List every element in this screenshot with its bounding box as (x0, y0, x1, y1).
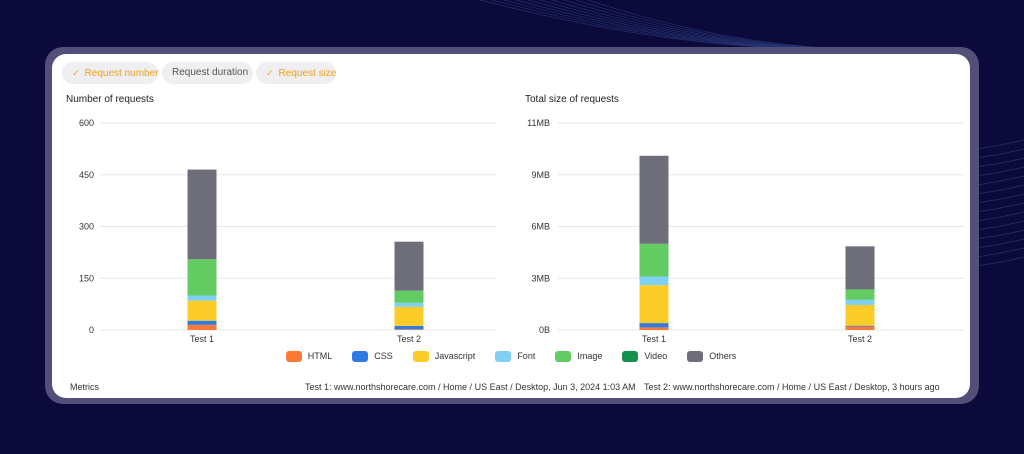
x-tick-label: Test 1 (190, 334, 214, 344)
legend-swatch (495, 351, 512, 363)
bar-segment-javascript (394, 306, 424, 326)
y-tick-label: 150 (79, 273, 94, 283)
footer-test2-info: Test 2: www.northshorecare.com / Home / … (644, 382, 940, 392)
bar-segment-css (187, 320, 217, 325)
legend-swatch (285, 351, 302, 363)
x-tick-label: Test 1 (642, 334, 666, 344)
check-icon: ✓ (72, 68, 80, 78)
legend-swatch (555, 351, 572, 363)
bar-segment-html (187, 324, 217, 330)
bar-segment-others (639, 155, 669, 244)
legend-label: Javascript (434, 351, 476, 361)
y-tick-label: 300 (79, 222, 94, 232)
bar-segment-css (639, 323, 669, 328)
y-tick-label: 11MB (527, 118, 550, 128)
bar-segment-font (394, 302, 424, 307)
x-tick-label: Test 2 (397, 334, 421, 344)
chip-label: Request number (84, 68, 159, 79)
legend-swatch (687, 351, 704, 363)
chart-legend: HTML CSS Javascript Font Image Video Others (52, 351, 970, 363)
y-tick-label: 600 (79, 118, 94, 128)
bar-segment-image (394, 290, 424, 303)
legend-swatch (622, 351, 639, 363)
bar-segment-javascript (187, 300, 217, 321)
chip-request-number[interactable]: ✓ Request number (62, 62, 158, 84)
check-icon: ✓ (266, 68, 274, 78)
bar-segment-image (639, 243, 669, 277)
bar-segment-others (187, 169, 217, 260)
legend-item-image[interactable]: Image (555, 351, 603, 363)
chart-request-size: 0B 3MB 6MB 9MB 11MB Test 1 Test 2 (527, 118, 964, 344)
legend-label: Image (577, 351, 603, 361)
legend-swatch (352, 351, 369, 363)
bar-segment-image (187, 259, 217, 296)
legend-label: CSS (374, 351, 393, 361)
wave-line (539, 0, 791, 48)
bar-segment-html (845, 326, 875, 330)
wave-line (503, 0, 773, 48)
wave-line (527, 0, 785, 48)
wave-line (551, 0, 797, 48)
footer-test1-info: Test 1: www.northshorecare.com / Home / … (305, 382, 636, 392)
legend-label: Font (517, 351, 536, 361)
wave-line (515, 0, 779, 48)
bar-segment-image (845, 289, 875, 300)
bar-segment-html (394, 329, 424, 330)
legend-label: HTML (307, 351, 333, 361)
wave-line (575, 0, 809, 48)
bar-segment-javascript (639, 285, 669, 324)
legend-item-others[interactable]: Others (687, 351, 737, 363)
y-tick-label: 9MB (531, 170, 550, 180)
y-tick-label: 6MB (531, 222, 550, 232)
bar-segment-font (639, 276, 669, 286)
chip-label: Request size (278, 68, 337, 79)
bar-segment-css (845, 325, 875, 327)
bar-segment-font (845, 299, 875, 305)
legend-item-html[interactable]: HTML (285, 351, 333, 363)
legend-item-javascript[interactable]: Javascript (412, 351, 476, 363)
bar-segment-others (845, 246, 875, 290)
legend-label: Others (709, 351, 737, 361)
legend-label: Video (644, 351, 668, 361)
bar-segment-font (187, 295, 217, 301)
chip-label: Request duration (172, 67, 249, 78)
wave-line (491, 0, 767, 48)
bar-segment-html (639, 327, 669, 330)
wave-line (587, 0, 815, 48)
y-tick-label: 450 (79, 170, 94, 180)
y-tick-label: 3MB (531, 273, 550, 283)
footer-metrics-label: Metrics (70, 382, 99, 392)
legend-item-video[interactable]: Video (622, 351, 668, 363)
legend-item-font[interactable]: Font (495, 351, 536, 363)
x-tick-label: Test 2 (848, 334, 872, 344)
bar-segment-css (394, 325, 424, 330)
y-tick-label: 0B (539, 325, 550, 335)
y-tick-label: 0 (89, 325, 94, 335)
chip-request-size[interactable]: ✓ Request size (256, 62, 336, 84)
wave-line (479, 0, 761, 48)
legend-item-css[interactable]: CSS (352, 351, 393, 363)
chart-title-requests: Number of requests (66, 94, 154, 105)
chart-title-size: Total size of requests (525, 94, 619, 105)
legend-swatch (412, 351, 429, 363)
chip-request-duration[interactable]: Request duration (162, 62, 253, 84)
chart-request-count: 0 150 300 450 600 Test 1 Test 2 (79, 118, 497, 344)
comparison-panel: ✓ Request number Request duration ✓ Reques… (52, 54, 970, 398)
bar-segment-javascript (845, 304, 875, 326)
bar-segment-others (394, 241, 424, 291)
wave-line (563, 0, 803, 48)
